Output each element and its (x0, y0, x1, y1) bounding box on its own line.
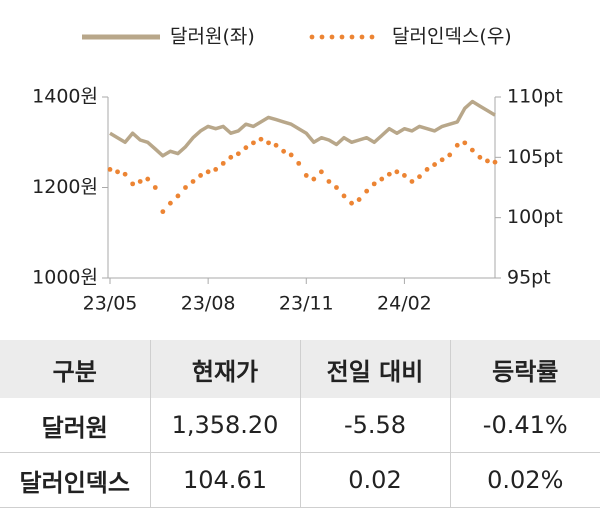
legend-swatch (369, 34, 375, 40)
data-line (109, 99, 496, 158)
data-dot (318, 169, 324, 175)
legend-label: 달러인덱스(우) (392, 26, 512, 48)
header-cell: 구분 (0, 340, 151, 398)
data-dot (303, 173, 309, 178)
data-dot (477, 154, 483, 160)
data-dot (454, 142, 460, 148)
data-dot (122, 171, 128, 177)
data-dot (243, 145, 249, 151)
legend-swatch (359, 34, 365, 40)
data-dot (409, 179, 415, 184)
legend-label: 달러원(좌) (170, 26, 255, 48)
data-dot (266, 140, 271, 146)
data-dot (402, 173, 407, 178)
data-dot (198, 173, 203, 178)
data-dot (462, 140, 468, 146)
legend-swatch (319, 34, 325, 40)
row-name: 달러원 (0, 398, 151, 453)
data-dot (258, 136, 264, 142)
data-dot (334, 185, 339, 190)
data-dot (485, 158, 490, 164)
data-dot (364, 188, 370, 194)
cell: 1,358.20 (150, 398, 301, 453)
y2-tick-label: 110pt (507, 86, 563, 108)
data-dot (341, 193, 347, 199)
data-dot (205, 169, 211, 175)
summary-table: 구분 현재가 전일 대비 등락률 달러원 1,358.20 -5.58 -0.41% 달러인덱… (0, 340, 600, 508)
data-dot (130, 181, 136, 187)
legend-swatch (339, 34, 345, 40)
cell: -0.41% (450, 398, 600, 453)
data-dot (107, 167, 113, 172)
data-dot (273, 142, 279, 148)
legend-swatch (329, 34, 335, 40)
data-dot (394, 169, 400, 175)
data-dot (386, 171, 392, 177)
y-tick-label: 1200원 (32, 176, 98, 198)
header-cell: 현재가 (150, 340, 301, 398)
cell: 0.02 (300, 452, 451, 508)
y-tick-label: 1400원 (32, 86, 98, 108)
data-dot (349, 200, 354, 206)
table-row: 달러인덱스 104.61 0.02 0.02% (0, 452, 600, 508)
data-dot (281, 148, 287, 154)
legend-swatch (349, 34, 355, 40)
x-tick-label: 23/05 (83, 293, 138, 315)
header-row: 구분 현재가 전일 대비 등락률 (0, 340, 600, 398)
data-dot (167, 200, 173, 206)
data-dot (115, 169, 120, 175)
y2-tick-label: 105pt (507, 146, 563, 168)
data-dot (296, 160, 302, 166)
data-dot (235, 151, 241, 157)
data-dot (432, 162, 438, 167)
data-dot (145, 176, 151, 182)
legend-swatch (309, 34, 315, 40)
y2-tick-label: 100pt (507, 206, 563, 228)
data-dot (424, 167, 430, 172)
data-dot (371, 181, 377, 187)
header-cell: 등락률 (450, 340, 600, 398)
data-dot (220, 160, 226, 166)
cell: -5.58 (300, 398, 451, 453)
data-dot (311, 176, 317, 182)
data-dot (251, 140, 256, 146)
table-row: 달러원 1,358.20 -5.58 -0.41% (0, 398, 600, 453)
cell: 104.61 (150, 452, 301, 508)
data-dot (439, 157, 445, 163)
cell: 0.02% (450, 452, 600, 508)
data-dot (379, 176, 385, 182)
data-dot (137, 179, 143, 184)
header-cell: 전일 대비 (300, 340, 451, 398)
data-dot (469, 147, 475, 153)
data-dot (288, 152, 294, 158)
data-dot (190, 179, 196, 184)
data-dot (152, 185, 158, 190)
data-dot (417, 174, 422, 180)
data-dot (228, 154, 234, 160)
data-dot (183, 185, 188, 190)
x-tick-label: 23/11 (279, 293, 334, 315)
data-dot (160, 209, 166, 215)
x-tick-label: 24/02 (377, 293, 432, 315)
chart: 1000원 1200원 1400원 95pt 100pt 105pt 110pt 23/05 2… (32, 26, 563, 315)
x-tick-label: 23/08 (181, 293, 236, 315)
data-dot (175, 193, 181, 199)
data-dot (356, 197, 362, 202)
data-dot (326, 179, 332, 184)
data-dot (213, 167, 219, 172)
y2-tick-label: 95pt (507, 267, 551, 289)
row-name: 달러인덱스 (0, 452, 151, 508)
data-dot (492, 159, 498, 165)
table-body: 달러원 1,358.20 -5.58 -0.41% 달러인덱스 104.61 0.02 0.0… (0, 398, 600, 508)
y-tick-label: 1000원 (32, 267, 98, 289)
data-dot (447, 152, 453, 158)
